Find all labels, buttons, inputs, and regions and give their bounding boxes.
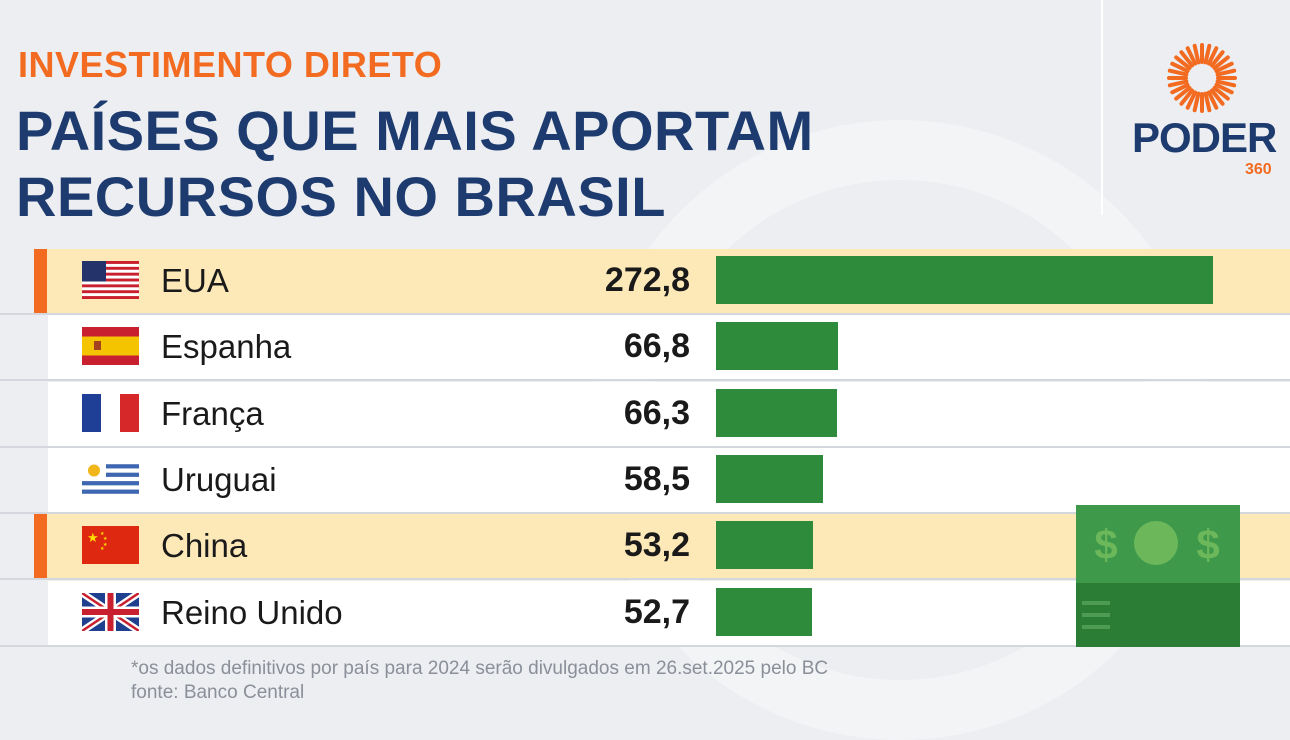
header-divider (1101, 0, 1103, 215)
footnote: *os dados definitivos por país para 2024… (131, 657, 828, 705)
svg-text:$: $ (1196, 521, 1219, 568)
country-label: EUA (161, 262, 229, 299)
value-label: 66,8 (623, 327, 690, 366)
value-label: 272,8 (604, 261, 690, 299)
flag-eua-icon (82, 261, 139, 299)
row-background (48, 381, 1290, 446)
row-divider (0, 644, 1290, 647)
country-label: Espanha (161, 328, 292, 366)
chart-row-eua: EUA 272,8 (0, 249, 1290, 315)
chart-title: PAÍSES QUE MAIS APORTAM RECURSOS NO BRAS… (16, 98, 1016, 230)
bar-eua (716, 256, 1213, 304)
value-label: 66,3 (623, 393, 690, 432)
bar-reino-unido (716, 587, 812, 636)
value-label: 52,7 (623, 592, 690, 631)
bar-uruguai (716, 454, 823, 503)
svg-text:$: $ (1094, 521, 1117, 568)
country-label: França (161, 394, 264, 432)
footnote-source: fonte: Banco Central (131, 682, 305, 703)
chart-row-uruguai: Uruguai 58,5 (0, 447, 1290, 514)
row-divider (0, 379, 1290, 382)
kicker: INVESTIMENTO DIRETO (18, 44, 443, 85)
sun-icon (1167, 43, 1237, 113)
value-label: 53,2 (623, 526, 690, 565)
row-background (48, 315, 1290, 380)
svg-text:★: ★ (100, 531, 105, 537)
flag-reino-unido-icon (80, 589, 141, 634)
svg-text:★: ★ (103, 536, 108, 542)
highlight-accent (34, 249, 47, 313)
country-label: China (161, 527, 248, 565)
title-line-1: PAÍSES QUE MAIS APORTAM (16, 99, 814, 162)
country-label: Reino Unido (161, 593, 343, 631)
row-divider (0, 511, 1290, 514)
row-divider (0, 445, 1290, 448)
flag-franca-icon (82, 393, 139, 432)
highlight-accent (34, 514, 47, 579)
svg-text:★: ★ (87, 530, 99, 545)
row-background (48, 447, 1290, 512)
flag-espanha-icon (82, 327, 139, 366)
title-line-2: RECURSOS NO BRASIL (16, 165, 666, 228)
svg-text:★: ★ (103, 542, 108, 548)
bar-china (716, 521, 813, 570)
footnote-note: *os dados definitivos por país para 2024… (131, 658, 829, 679)
row-divider (0, 313, 1290, 315)
value-label: 58,5 (623, 459, 690, 498)
bar-espanha (716, 322, 838, 371)
row-divider (0, 578, 1290, 581)
chart-row-espanha: Espanha 66,8 (0, 315, 1290, 382)
flag-uruguai-icon (82, 459, 139, 498)
money-bill-icon: $ $ (1076, 505, 1240, 647)
svg-text:★: ★ (100, 546, 105, 552)
country-label: Uruguai (161, 460, 277, 498)
logo-wordmark: PODER (1132, 114, 1277, 161)
poder360-logo: PODER 360 (1128, 40, 1278, 190)
logo-number: 360 (1245, 161, 1272, 178)
bar-franca (716, 388, 837, 437)
chart-row-franca: França 66,3 (0, 381, 1290, 448)
flag-china-icon: ★ ★ ★ ★ ★ (82, 526, 139, 565)
